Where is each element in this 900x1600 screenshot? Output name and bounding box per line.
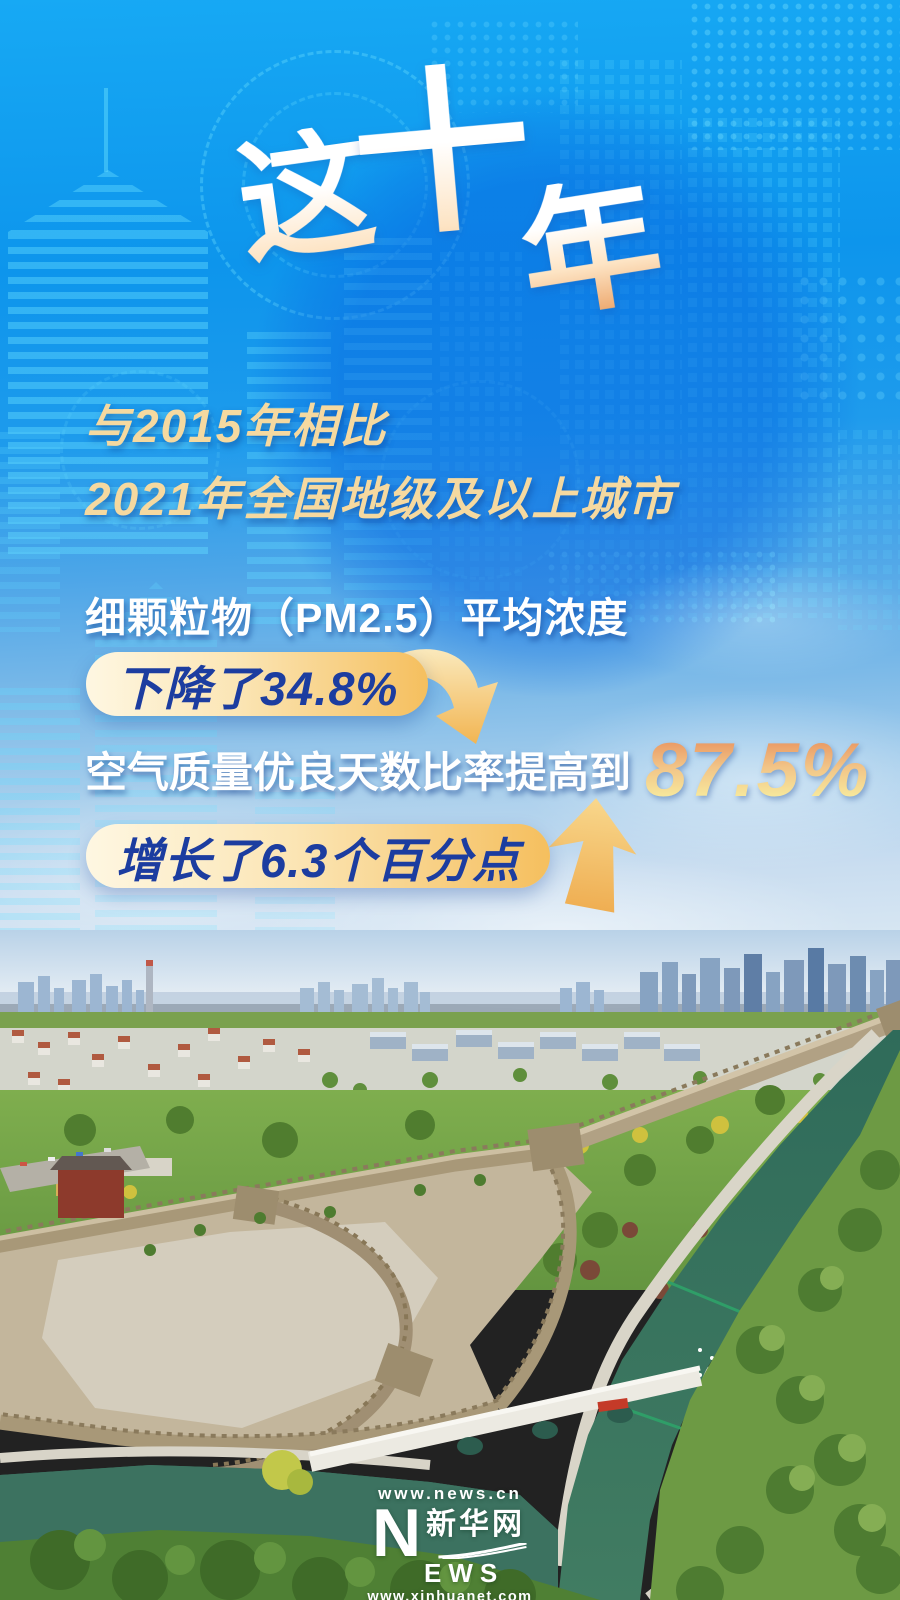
air-quality-value: 87.5% [645, 728, 871, 813]
air-quality-label: 空气质量优良天数比率提高到 [85, 748, 632, 796]
logo-url-bottom: www.xinhuanet.com [367, 1589, 533, 1600]
logo-letter-n: N [371, 1495, 422, 1571]
title-char-3: 年 [509, 160, 673, 338]
city-skyline [18, 948, 900, 1018]
logo-url-top: www.news.cn [378, 1484, 522, 1503]
river-bank-trees [650, 1050, 900, 1600]
logo-wordmark: N 新华网 EWS [367, 1495, 532, 1588]
pm25-banner-text: 下降了34.8% [116, 661, 399, 715]
cloud [600, 560, 900, 680]
pm25-banner: 下降了34.8% [86, 652, 429, 716]
air-quality-stat: 空气质量优良天数比率提高到 87.5% [85, 728, 871, 813]
logo-chinese-name: 新华网 [426, 1508, 526, 1541]
ancient-city-wall [0, 996, 900, 1481]
subtitle: 与2015年相比 2021年全国地级及以上城市 [85, 390, 675, 535]
xinhuanet-logo: www.news.cn N 新华网 EWS www.xinhuanet.com [367, 1484, 532, 1600]
swoosh-icon [437, 1543, 527, 1559]
air-quality-banner: 增长了6.3个百分点 [86, 824, 551, 888]
bottom-trees [0, 1450, 600, 1600]
photo-sky [0, 930, 900, 1018]
subtitle-line-1: 与2015年相比 [85, 400, 388, 452]
page-title: 这 十 年 [229, 46, 673, 337]
pm25-label: 细颗粒物（PM2.5）平均浓度 [85, 595, 629, 641]
subtitle-line-2: 2021年全国地级及以上城市 [85, 472, 676, 525]
stone-bridge [307, 1365, 703, 1472]
air-quality-banner-text: 增长了6.3个百分点 [116, 833, 521, 887]
aerial-photo [0, 930, 900, 1600]
title-backdrop-circle [250, 88, 860, 698]
logo-letters-ews: EWS [424, 1558, 505, 1588]
residential-area [12, 1028, 878, 1097]
red-boat [597, 1397, 629, 1413]
up-arrow-icon [548, 798, 637, 913]
